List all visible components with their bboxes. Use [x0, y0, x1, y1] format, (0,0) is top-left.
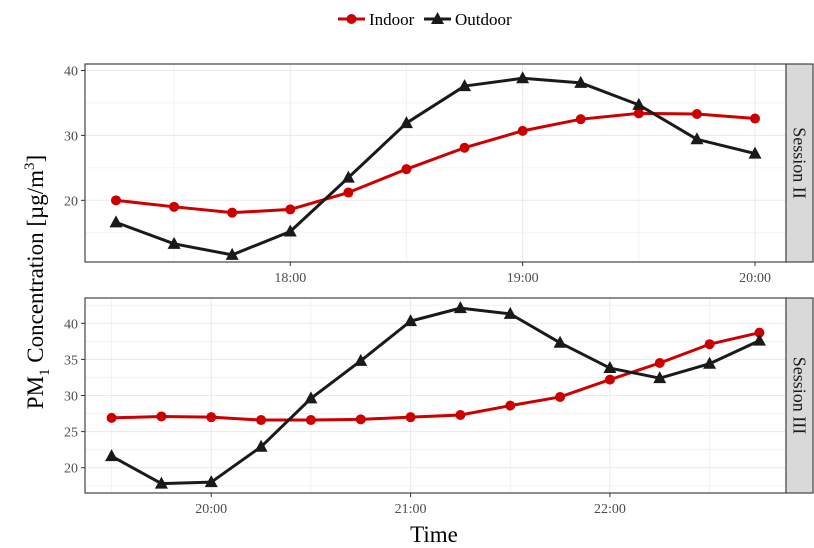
data-point — [748, 146, 762, 159]
data-point — [703, 356, 717, 369]
series-indoor — [110, 108, 761, 218]
data-point — [517, 125, 528, 136]
strip — [785, 63, 814, 263]
x-tick-label: 19:00 — [507, 271, 539, 286]
data-point — [354, 353, 368, 366]
data-point — [574, 75, 588, 88]
x-axis-title: Time — [410, 522, 458, 547]
data-point — [283, 224, 297, 237]
y-tick-label: 35 — [64, 353, 78, 368]
series-line — [111, 331, 760, 422]
legend-marker — [431, 12, 444, 24]
data-point — [305, 415, 316, 426]
y-tick-label: 40 — [64, 64, 78, 79]
data-point — [704, 339, 715, 350]
y-tick-label: 20 — [64, 462, 78, 477]
data-point — [401, 164, 412, 175]
data-point — [227, 207, 238, 218]
y-tick-label: 30 — [64, 390, 78, 405]
data-point — [110, 195, 121, 206]
data-point — [653, 371, 667, 384]
data-point — [106, 412, 117, 423]
data-point — [169, 201, 180, 212]
data-point — [254, 439, 268, 452]
data-point — [154, 476, 168, 489]
data-point — [604, 374, 615, 385]
data-point — [341, 170, 355, 183]
data-point — [167, 236, 181, 249]
data-point — [206, 412, 217, 423]
data-point — [225, 247, 239, 260]
y-tick-label: 30 — [64, 129, 78, 144]
series-line — [110, 306, 761, 486]
legend-label: Outdoor — [455, 10, 512, 29]
data-point — [455, 410, 466, 420]
y-tick-label: 40 — [64, 317, 78, 332]
data-point — [285, 204, 296, 215]
legend-marker — [346, 14, 357, 24]
data-point — [555, 391, 566, 402]
data-point — [156, 411, 167, 422]
data-point — [691, 108, 702, 119]
series-outdoor — [109, 71, 762, 260]
data-point — [453, 301, 467, 314]
x-tick-label: 20:00 — [739, 271, 771, 286]
legend-label: Indoor — [369, 10, 415, 29]
panel: Session II 20 30 40 18:00 19:00 20:00 — [64, 63, 814, 286]
data-point — [553, 335, 567, 348]
data-point — [109, 215, 123, 228]
panel: Session III 20 25 30 35 40 20:00 21:00 22:00 — [64, 297, 814, 517]
data-point — [105, 449, 119, 462]
x-tick-label: 18:00 — [274, 271, 306, 286]
data-point — [204, 475, 218, 488]
strip-label: Session III — [790, 357, 810, 435]
series-indoor — [106, 327, 765, 426]
data-point — [632, 97, 646, 110]
series-line — [115, 111, 756, 215]
data-point — [256, 415, 267, 426]
y-tick-label: 20 — [64, 194, 78, 209]
data-point — [690, 132, 704, 145]
data-point — [355, 414, 366, 425]
x-tick-label: 20:00 — [195, 502, 227, 517]
data-point — [405, 412, 416, 423]
y-axis-title: PM1 Concentration [µg/m3] — [22, 155, 53, 409]
data-point — [516, 71, 530, 84]
series-line — [115, 76, 756, 257]
panel-border — [84, 63, 787, 263]
grid — [85, 64, 786, 262]
data-point — [459, 142, 470, 153]
data-point — [654, 358, 665, 368]
data-point — [752, 333, 766, 346]
data-point — [304, 391, 318, 404]
series-outdoor — [105, 301, 766, 489]
data-point — [603, 361, 617, 374]
data-point — [503, 306, 517, 319]
data-point — [750, 113, 761, 124]
data-point — [575, 114, 586, 125]
x-tick-label: 21:00 — [395, 502, 427, 517]
strip — [785, 297, 814, 494]
data-point — [399, 116, 413, 129]
data-point — [505, 400, 516, 411]
data-point — [633, 108, 644, 119]
data-point — [404, 314, 418, 327]
y-tick-label: 25 — [64, 426, 78, 441]
data-point — [754, 327, 765, 338]
data-point — [458, 79, 472, 92]
strip-label: Session II — [790, 127, 810, 199]
data-point — [343, 187, 354, 198]
x-tick-label: 22:00 — [594, 502, 626, 517]
legend: Indoor Outdoor — [338, 10, 512, 29]
grid — [85, 298, 786, 493]
